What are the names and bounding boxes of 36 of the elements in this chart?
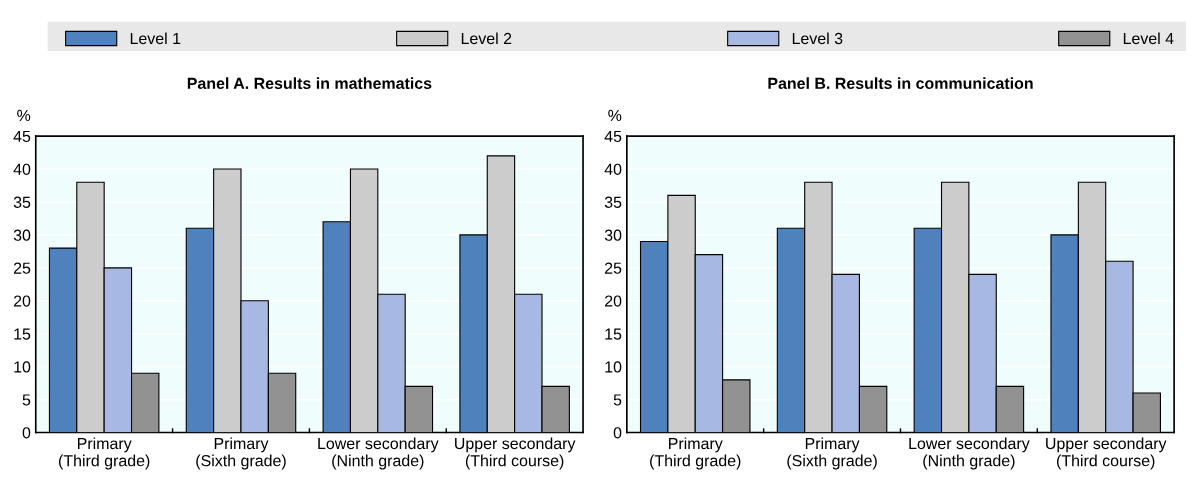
- y-tick-label: 20: [13, 295, 31, 307]
- y-tick-label: 0: [613, 427, 622, 439]
- y-axis-title: %: [608, 109, 622, 121]
- y-tick-label: 25: [605, 262, 622, 274]
- y-tick-label: 25: [13, 262, 31, 274]
- y-tick-label: 5: [613, 394, 622, 406]
- legend-label: Level 4: [1123, 32, 1174, 45]
- y-tick-label: 5: [22, 394, 31, 406]
- chart-title: Panel A. Results in mathematics: [187, 77, 432, 90]
- y-tick-label: 15: [14, 328, 31, 340]
- x-tick-label: Primary (Sixth grade): [787, 437, 877, 470]
- x-tick-label: Upper secondary (Third course): [455, 437, 576, 470]
- y-tick-label: 35: [13, 196, 31, 208]
- legend-label: Level 1: [130, 32, 181, 45]
- x-tick-label: Upper secondary (Third course): [1046, 437, 1167, 470]
- legend-label: Level 3: [792, 32, 843, 45]
- y-tick-label: 0: [22, 427, 31, 439]
- x-tick-label: Lower secondary (Ninth grade): [318, 437, 439, 470]
- y-tick-label: 35: [604, 196, 622, 208]
- x-tick-label: Primary (Third grade): [650, 437, 741, 470]
- y-tick-label: 10: [605, 361, 622, 373]
- x-tick-label: Primary (Third grade): [59, 437, 150, 470]
- y-tick-label: 40: [604, 163, 622, 175]
- y-tick-label: 30: [604, 229, 622, 241]
- y-axis-title: %: [17, 109, 31, 121]
- chart-title: Panel B. Results in communication: [768, 77, 1033, 90]
- y-tick-label: 45: [604, 130, 622, 143]
- x-tick-label: Primary (Sixth grade): [196, 437, 286, 470]
- x-tick-label: Lower secondary (Ninth grade): [909, 437, 1030, 470]
- y-tick-label: 30: [13, 229, 31, 241]
- y-tick-label: 40: [13, 163, 31, 175]
- y-tick-label: 45: [13, 130, 31, 143]
- legend-label: Level 2: [461, 32, 512, 45]
- y-tick-label: 15: [605, 328, 622, 340]
- y-tick-label: 10: [14, 361, 31, 373]
- y-tick-label: 20: [605, 295, 622, 307]
